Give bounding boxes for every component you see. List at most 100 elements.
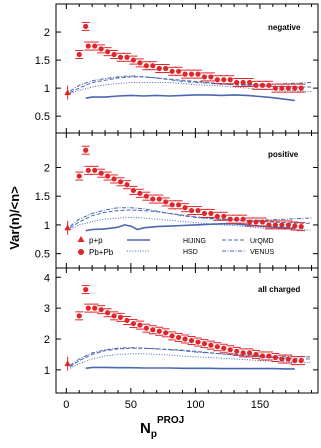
pbpb-point bbox=[137, 190, 143, 196]
pbpb-point bbox=[214, 77, 220, 83]
legend-pbpb-label: Pb+Pb bbox=[89, 248, 114, 257]
pbpb-point bbox=[137, 60, 143, 66]
pbpb-point bbox=[240, 216, 246, 222]
pbpb-point bbox=[98, 307, 104, 313]
pbpb-point bbox=[201, 74, 208, 80]
legend-pbpb-marker bbox=[78, 249, 84, 255]
pbpb-point bbox=[246, 350, 253, 356]
legend-venus-label: VENUS bbox=[250, 249, 274, 256]
pbpb-point bbox=[163, 330, 169, 336]
pbpb-point bbox=[214, 344, 220, 350]
pbpb-point bbox=[117, 179, 124, 185]
pbpb-point bbox=[176, 68, 182, 74]
pbpb-point bbox=[221, 77, 227, 83]
pbpb-point bbox=[124, 182, 130, 188]
pbpb-point bbox=[76, 313, 82, 319]
pbpb-point bbox=[130, 187, 137, 194]
panel-title: positive bbox=[268, 150, 299, 159]
y-tick-label: 0.5 bbox=[35, 249, 50, 261]
pbpb-point bbox=[298, 224, 304, 230]
pbpb-point bbox=[208, 74, 214, 80]
panel-frame bbox=[55, 267, 319, 394]
series-hijing bbox=[85, 366, 295, 370]
pbpb-point bbox=[111, 51, 117, 58]
pbpb-point bbox=[176, 334, 182, 341]
pbpb-point bbox=[176, 202, 182, 208]
pbpb-point bbox=[195, 71, 201, 77]
pbpb-point bbox=[188, 337, 195, 344]
pp-point bbox=[64, 89, 71, 96]
pbpb-point bbox=[221, 213, 227, 219]
pbpb-point bbox=[85, 167, 91, 173]
pbpb-point bbox=[130, 320, 137, 327]
pbpb-point bbox=[253, 219, 259, 225]
pbpb-point bbox=[234, 216, 240, 222]
pbpb-point bbox=[272, 354, 279, 361]
pbpb-point bbox=[279, 222, 285, 228]
pbpb-point bbox=[156, 196, 162, 202]
x-axis-label-sub: p bbox=[151, 429, 157, 440]
pbpb-point bbox=[246, 79, 253, 86]
pbpb-point bbox=[169, 333, 175, 339]
x-axis-label-main: N bbox=[140, 420, 151, 437]
pbpb-point bbox=[188, 71, 195, 77]
pbpb-point bbox=[272, 85, 279, 91]
pbpb-point bbox=[105, 49, 111, 55]
pbpb-point bbox=[227, 347, 233, 353]
y-tick-label: 1.5 bbox=[35, 191, 50, 203]
pbpb-point bbox=[111, 176, 117, 182]
y-axis-label: Var(n)/<n> bbox=[7, 186, 22, 250]
pbpb-point bbox=[182, 336, 188, 342]
pbpb-point bbox=[76, 173, 82, 179]
pbpb-point bbox=[150, 63, 156, 69]
pbpb-point bbox=[234, 79, 240, 86]
panel-title: negative bbox=[268, 23, 301, 32]
pbpb-point bbox=[169, 68, 175, 74]
y-tick-label: 2 bbox=[44, 334, 50, 346]
pbpb-point bbox=[98, 46, 104, 52]
pbpb-point bbox=[85, 305, 91, 311]
pbpb-point bbox=[156, 328, 162, 334]
pbpb-point bbox=[240, 350, 246, 356]
x-axis-label: NpPROJ bbox=[140, 415, 184, 440]
series-hijing bbox=[85, 223, 295, 232]
pbpb-point bbox=[98, 170, 104, 176]
pbpb-point bbox=[92, 167, 98, 173]
pbpb-point bbox=[279, 85, 285, 91]
pbpb-point bbox=[259, 82, 266, 88]
pbpb-point bbox=[105, 310, 111, 316]
pbpb-point bbox=[163, 199, 169, 205]
pbpb-point bbox=[85, 43, 91, 49]
pbpb-point bbox=[163, 65, 169, 72]
pbpb-point bbox=[117, 314, 124, 320]
pbpb-point bbox=[111, 313, 117, 319]
pbpb-point bbox=[83, 147, 89, 153]
pbpb-point bbox=[76, 51, 82, 58]
pbpb-point bbox=[285, 356, 291, 362]
pbpb-point bbox=[253, 82, 259, 88]
pbpb-point bbox=[298, 85, 304, 91]
y-tick-label: 1 bbox=[44, 83, 50, 95]
pbpb-point bbox=[150, 196, 156, 202]
series-urqmd bbox=[69, 209, 312, 229]
pbpb-point bbox=[234, 348, 240, 354]
series-venus bbox=[69, 347, 312, 366]
series-urqmd bbox=[69, 76, 312, 94]
pbpb-point bbox=[285, 222, 291, 228]
x-tick-label: 50 bbox=[125, 399, 137, 411]
pbpb-point bbox=[143, 325, 149, 331]
pbpb-point bbox=[130, 57, 137, 63]
y-tick-label: 4 bbox=[44, 272, 50, 284]
pbpb-point bbox=[214, 213, 220, 219]
pbpb-point bbox=[227, 216, 233, 222]
series-venus bbox=[69, 207, 312, 227]
pbpb-point bbox=[105, 173, 111, 179]
series-hsd bbox=[70, 82, 312, 95]
x-axis-label-sup: PROJ bbox=[157, 415, 184, 426]
pbpb-point bbox=[279, 356, 285, 362]
pp-point bbox=[64, 224, 71, 231]
pbpb-point bbox=[285, 85, 291, 91]
pbpb-point bbox=[182, 71, 188, 77]
panel-title: all charged bbox=[258, 285, 300, 294]
pp-point bbox=[64, 360, 71, 367]
